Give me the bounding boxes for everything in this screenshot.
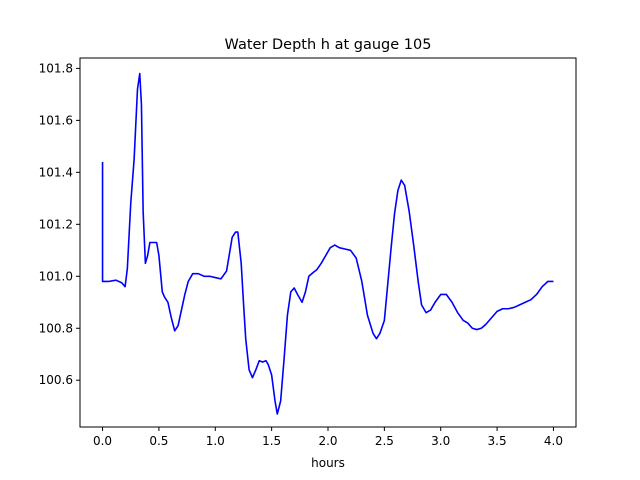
- y-tick-label: 100.8: [39, 321, 73, 335]
- x-tick-label: 2.0: [318, 434, 337, 448]
- series-line-0: [101, 72, 554, 415]
- x-tick-label: 0.5: [149, 434, 168, 448]
- y-tick-label: 101.6: [39, 113, 73, 127]
- x-tick-label: 2.5: [375, 434, 394, 448]
- x-tick-label: 3.5: [488, 434, 507, 448]
- y-tick-label: 101.8: [39, 61, 73, 75]
- y-tick-label: 101.2: [39, 217, 73, 231]
- y-tick-label: 101.0: [39, 269, 73, 283]
- y-tick-label: 100.6: [39, 373, 73, 387]
- plot-area: [101, 72, 554, 415]
- x-axis-label: hours: [311, 456, 345, 470]
- y-tick-label: 101.4: [39, 165, 73, 179]
- x-tick-label: 0.0: [93, 434, 112, 448]
- x-tick-label: 3.0: [431, 434, 450, 448]
- x-tick-label: 4.0: [544, 434, 563, 448]
- x-tick-label: 1.0: [206, 434, 225, 448]
- chart-title: Water Depth h at gauge 105: [225, 37, 432, 53]
- x-tick-label: 1.5: [262, 434, 281, 448]
- x-axis: 0.0 0.5 1.0 1.5 2.0 2.5 3.0 3.5 4.0: [93, 427, 563, 448]
- y-axis: 100.6 100.8 101.0 101.2 101.4 101.6 101.8: [39, 61, 80, 387]
